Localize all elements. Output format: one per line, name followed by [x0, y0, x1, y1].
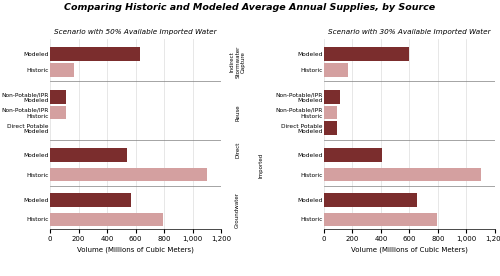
Bar — [50, 106, 66, 119]
Text: Reuse: Reuse — [235, 104, 240, 121]
Bar — [324, 213, 436, 226]
Bar — [50, 148, 127, 162]
Bar — [324, 168, 480, 182]
Text: Indirect
Stormwater
Capture: Indirect Stormwater Capture — [230, 46, 246, 78]
Bar — [50, 63, 74, 76]
X-axis label: Volume (Millions of Cubic Meters): Volume (Millions of Cubic Meters) — [77, 246, 194, 253]
Bar — [50, 168, 207, 182]
Bar — [324, 47, 410, 61]
X-axis label: Volume (Millions of Cubic Meters): Volume (Millions of Cubic Meters) — [351, 246, 468, 253]
Bar — [324, 106, 336, 119]
Text: Comparing Historic and Modeled Average Annual Supplies, by Source: Comparing Historic and Modeled Average A… — [64, 3, 436, 12]
Bar — [324, 90, 340, 104]
Bar — [50, 90, 66, 104]
Bar — [324, 193, 416, 207]
Bar — [324, 63, 348, 76]
Bar — [50, 193, 132, 207]
Bar — [324, 148, 382, 162]
Bar — [50, 213, 162, 226]
Title: Scenario with 30% Available Imported Water: Scenario with 30% Available Imported Wat… — [328, 29, 490, 36]
Text: Imported: Imported — [259, 152, 264, 177]
Text: Groundwater: Groundwater — [235, 192, 240, 228]
Text: Direct: Direct — [235, 141, 240, 158]
Bar — [324, 121, 336, 135]
Bar — [50, 47, 140, 61]
Title: Scenario with 50% Available Imported Water: Scenario with 50% Available Imported Wat… — [54, 29, 217, 36]
